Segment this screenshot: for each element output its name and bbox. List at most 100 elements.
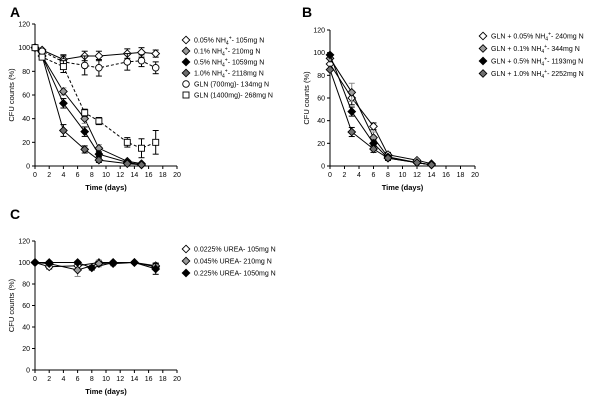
legend-superscript: + <box>544 57 547 63</box>
data-point-square <box>59 63 67 71</box>
series-4 <box>325 65 436 170</box>
data-point-diamond <box>383 153 393 163</box>
data-point-diamond <box>347 107 357 117</box>
y-tick-label: 60 <box>317 96 325 103</box>
legend-item: GLN + 0.5% NH4+- 1193mg N <box>478 56 583 68</box>
data-point-square <box>31 44 39 52</box>
data-point-diamond <box>58 98 68 108</box>
x-tick-label: 12 <box>116 172 124 179</box>
x-tick-label: 12 <box>413 172 421 179</box>
legend-item: GLN + 1.0% NH4+- 2252mg N <box>478 69 584 80</box>
legend-label: GLN (1400mg)- 268mg N <box>194 93 273 100</box>
x-tick-label: 4 <box>61 172 65 179</box>
x-tick-label: 10 <box>102 376 110 383</box>
y-tick-label: 120 <box>18 22 30 29</box>
legend-label: 0.045% UREA- 210mg N <box>194 259 272 266</box>
x-tick-label: 0 <box>33 172 37 179</box>
legend-marker-diamond <box>181 268 191 278</box>
y-tick-label: 0 <box>26 368 30 375</box>
legend-subscript: 4 <box>226 41 229 47</box>
legend-label: 0.05% NH4+- 105mg N <box>194 36 264 47</box>
x-tick-label: 14 <box>131 172 139 179</box>
x-tick-label: 4 <box>357 172 361 179</box>
data-point-circle <box>151 64 160 72</box>
legend-label: 1.0% NH4+- 2118mg N <box>194 69 264 80</box>
legend-subscript: 4 <box>541 62 544 68</box>
data-point-diamond <box>137 160 146 170</box>
data-point-diamond <box>151 264 161 274</box>
legend-marker-diamond <box>181 46 191 56</box>
legend-text: - 344mg N <box>547 46 580 53</box>
x-tick-label: 0 <box>33 376 37 383</box>
legend-item: 1.0% NH4+- 2118mg N <box>181 69 264 80</box>
x-tick-label: 10 <box>102 172 110 179</box>
legend-text: GLN + 0.05% NH <box>491 34 545 41</box>
legend-text: GLN + 1.0% NH <box>491 71 541 78</box>
legend-label: 0.5% NH4+- 1059mg N <box>194 58 264 69</box>
x-tick-label: 16 <box>145 172 153 179</box>
y-tick-label: 40 <box>22 116 30 123</box>
series-1 <box>325 59 436 169</box>
y-axis-label: CFU counts (%) <box>302 71 311 125</box>
legend-marker-diamond <box>478 56 488 66</box>
series-line <box>329 54 432 166</box>
y-tick-label: 80 <box>22 69 30 76</box>
x-tick-label: 18 <box>159 376 167 383</box>
legend-item: GLN (1400mg)- 268mg N <box>182 91 273 100</box>
legend-text: - 105mg N <box>232 38 265 45</box>
data-point-circle <box>95 64 103 72</box>
series-3 <box>325 50 436 170</box>
legend-marker-diamond <box>181 244 191 254</box>
x-tick-label: 0 <box>328 172 332 179</box>
data-point-square <box>138 144 145 152</box>
data-point-square <box>81 109 89 117</box>
x-tick-label: 16 <box>442 172 450 179</box>
legend-item: 0.5% NH4+- 1059mg N <box>181 58 264 69</box>
x-tick-label: 2 <box>343 172 347 179</box>
legend-superscript: + <box>548 32 551 38</box>
legend-label: GLN (700mg)- 134mg N <box>194 82 269 89</box>
data-point-diamond <box>80 144 90 154</box>
series-3 <box>30 258 161 275</box>
data-point-diamond <box>108 258 118 267</box>
x-tick-label: 14 <box>131 376 139 383</box>
x-axis-label: Time (days) <box>85 387 127 396</box>
x-axis-label: Time (days) <box>85 183 127 192</box>
data-point-diamond <box>427 160 436 170</box>
legend-text: 0.1% NH <box>194 49 222 56</box>
data-point-diamond <box>129 258 139 267</box>
legend-text: GLN + 0.5% NH <box>491 59 541 66</box>
data-point-square <box>95 117 103 125</box>
series-6 <box>31 44 160 159</box>
data-point-diamond <box>347 127 357 137</box>
data-point-diamond <box>30 258 40 267</box>
legend-label: GLN + 1.0% NH4+- 2252mg N <box>491 69 584 80</box>
y-tick-label: 0 <box>321 164 325 171</box>
legend-text: 1.0% NH <box>194 71 222 78</box>
data-point-circle <box>80 61 89 70</box>
series-line <box>34 47 156 69</box>
legend-item: GLN (700mg)- 134mg N <box>182 80 269 89</box>
legend-text: - 1059mg N <box>228 60 265 67</box>
x-tick-label: 18 <box>457 172 465 179</box>
data-point-circle <box>137 56 146 65</box>
x-tick-label: 6 <box>76 376 80 383</box>
data-point-diamond <box>151 49 161 59</box>
x-axis-label: Time (days) <box>382 183 424 192</box>
y-tick-label: 60 <box>22 93 30 100</box>
panel-label: C <box>10 206 20 222</box>
legend-superscript: + <box>544 69 547 75</box>
legend-marker-diamond <box>478 69 488 78</box>
data-point-circle <box>123 58 132 66</box>
legend-text: GLN + 0.1% NH <box>491 46 541 53</box>
legend-text: - 210mg N <box>228 49 261 56</box>
legend-item: 0.1% NH4+- 210mg N <box>181 46 261 58</box>
data-point-diamond <box>58 126 68 135</box>
x-tick-label: 4 <box>61 376 65 383</box>
data-point-diamond <box>347 87 357 97</box>
legend-text: 0.05% NH <box>194 38 226 45</box>
data-point-diamond <box>73 258 83 267</box>
x-tick-label: 14 <box>428 172 436 179</box>
data-point-diamond <box>122 159 132 169</box>
